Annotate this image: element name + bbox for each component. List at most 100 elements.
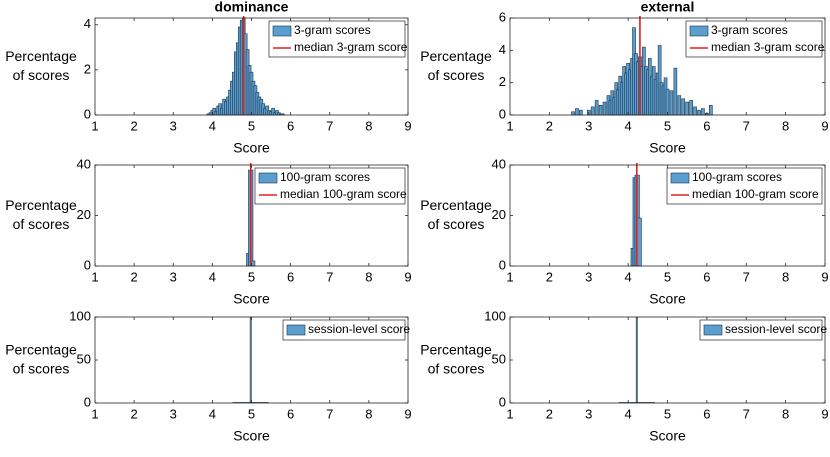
subplot-3: 1 2 3 4 5 6 7 8 9 0 20 40 Score Percentage of scores 10… bbox=[5, 156, 411, 306]
legend-label: median 100-gram score bbox=[692, 187, 819, 201]
x-tick-label: 4 bbox=[209, 269, 216, 284]
bar bbox=[602, 101, 607, 116]
bar bbox=[685, 101, 689, 116]
x-tick-label: 2 bbox=[131, 269, 138, 284]
x-tick-label: 9 bbox=[404, 118, 411, 133]
x-tick-label: 5 bbox=[248, 406, 255, 421]
x-tick-label: 7 bbox=[743, 118, 750, 133]
x-tick-label: 5 bbox=[248, 118, 255, 133]
x-tick-label: 6 bbox=[287, 118, 294, 133]
legend-swatch-bars bbox=[689, 25, 709, 37]
legend-label: median 3-gram score bbox=[294, 40, 408, 54]
x-tick-label: 6 bbox=[287, 269, 294, 284]
x-tick-label: 3 bbox=[585, 406, 592, 421]
x-tick-label: 2 bbox=[131, 118, 138, 133]
legend-label: session-level score bbox=[308, 322, 410, 336]
y-axis-label-line1: Percentage bbox=[420, 197, 492, 213]
legend: 100-gram scores median 100-gram score bbox=[666, 167, 823, 205]
legend-box bbox=[685, 20, 823, 58]
x-tick-label: 9 bbox=[821, 406, 828, 421]
x-tick-label: 8 bbox=[365, 406, 372, 421]
x-tick-label: 2 bbox=[546, 406, 553, 421]
x-tick-label: 9 bbox=[404, 269, 411, 284]
y-tick-label: 50 bbox=[492, 351, 506, 366]
x-axis-label: Score bbox=[233, 291, 270, 307]
x-tick-label: 6 bbox=[287, 406, 294, 421]
subplot-2: 1 2 3 4 5 6 7 8 9 0 2 4 6 Score Percentage of scores ext… bbox=[420, 0, 828, 156]
x-tick-label: 5 bbox=[664, 406, 671, 421]
bar bbox=[249, 316, 252, 404]
legend-swatch-bars bbox=[258, 172, 278, 184]
y-tick-label: 40 bbox=[492, 156, 506, 171]
y-axis-label-line2: of scores bbox=[13, 216, 70, 232]
bar bbox=[598, 105, 603, 116]
legend-label: median 3-gram score bbox=[711, 40, 825, 54]
y-axis-label-line1: Percentage bbox=[5, 342, 77, 358]
x-tick-label: 7 bbox=[326, 118, 333, 133]
y-tick-label: 0 bbox=[499, 394, 506, 409]
bar bbox=[673, 67, 678, 116]
legend-label: median 100-gram score bbox=[280, 187, 407, 201]
legend-swatch-bars bbox=[272, 25, 292, 37]
x-tick-label: 2 bbox=[131, 406, 138, 421]
legend-swatch-bars bbox=[703, 324, 723, 336]
bar bbox=[594, 100, 599, 116]
x-axis-label: Score bbox=[649, 140, 686, 156]
y-tick-label: 100 bbox=[484, 308, 506, 323]
x-tick-label: 3 bbox=[585, 118, 592, 133]
bar bbox=[709, 105, 713, 116]
x-tick-label: 7 bbox=[743, 269, 750, 284]
x-tick-label: 9 bbox=[821, 269, 828, 284]
legend-swatch-bars bbox=[286, 324, 306, 336]
x-tick-label: 2 bbox=[546, 269, 553, 284]
y-axis-label-line1: Percentage bbox=[5, 197, 77, 213]
x-tick-label: 2 bbox=[546, 118, 553, 133]
bar bbox=[681, 98, 686, 116]
x-tick-label: 7 bbox=[743, 406, 750, 421]
legend-label: 100-gram scores bbox=[692, 170, 782, 184]
bar bbox=[677, 95, 682, 116]
subplot-4: 1 2 3 4 5 6 7 8 9 0 20 40 Score Percentage of scores 10… bbox=[420, 156, 828, 306]
y-axis-label-line2: of scores bbox=[428, 216, 485, 232]
legend-label: 100-gram scores bbox=[280, 170, 370, 184]
bar bbox=[590, 106, 595, 116]
y-axis-label-line2: of scores bbox=[428, 361, 485, 377]
x-tick-label: 4 bbox=[625, 118, 632, 133]
x-axis-label: Score bbox=[233, 140, 270, 156]
subplot-1: 1 2 3 4 5 6 7 8 9 0 2 4 Score Percentage of scores domi… bbox=[5, 0, 411, 156]
y-axis-label-line2: of scores bbox=[13, 361, 70, 377]
x-tick-label: 8 bbox=[782, 269, 789, 284]
x-tick-label: 1 bbox=[506, 406, 513, 421]
y-tick-label: 0 bbox=[84, 394, 91, 409]
legend-swatch-bars bbox=[670, 172, 690, 184]
x-tick-label: 1 bbox=[91, 269, 98, 284]
chart-title: external bbox=[641, 0, 695, 15]
legend: session-level score bbox=[699, 319, 827, 341]
legend-box bbox=[254, 167, 406, 205]
x-tick-label: 3 bbox=[585, 269, 592, 284]
x-tick-label: 7 bbox=[326, 406, 333, 421]
bar bbox=[579, 109, 583, 116]
x-tick-label: 4 bbox=[209, 406, 216, 421]
legend-box bbox=[699, 319, 823, 341]
y-tick-label: 0 bbox=[499, 257, 506, 272]
x-tick-label: 6 bbox=[703, 269, 710, 284]
y-axis-label-line1: Percentage bbox=[420, 48, 492, 64]
bar bbox=[693, 106, 697, 116]
y-tick-label: 0 bbox=[84, 257, 91, 272]
bar bbox=[697, 109, 701, 116]
y-tick-label: 0 bbox=[499, 106, 506, 121]
x-tick-label: 1 bbox=[91, 406, 98, 421]
x-tick-label: 9 bbox=[821, 118, 828, 133]
legend-box bbox=[666, 167, 823, 205]
bar bbox=[575, 108, 579, 116]
legend: 3-gram scores median 3-gram score bbox=[268, 20, 408, 58]
legend-label: 3-gram scores bbox=[294, 23, 371, 37]
bar bbox=[665, 88, 670, 116]
bar bbox=[571, 111, 575, 116]
legend: 100-gram scores median 100-gram score bbox=[254, 167, 407, 205]
x-tick-label: 4 bbox=[625, 406, 632, 421]
x-tick-label: 8 bbox=[782, 406, 789, 421]
y-tick-label: 6 bbox=[499, 9, 506, 24]
bar bbox=[635, 316, 638, 404]
